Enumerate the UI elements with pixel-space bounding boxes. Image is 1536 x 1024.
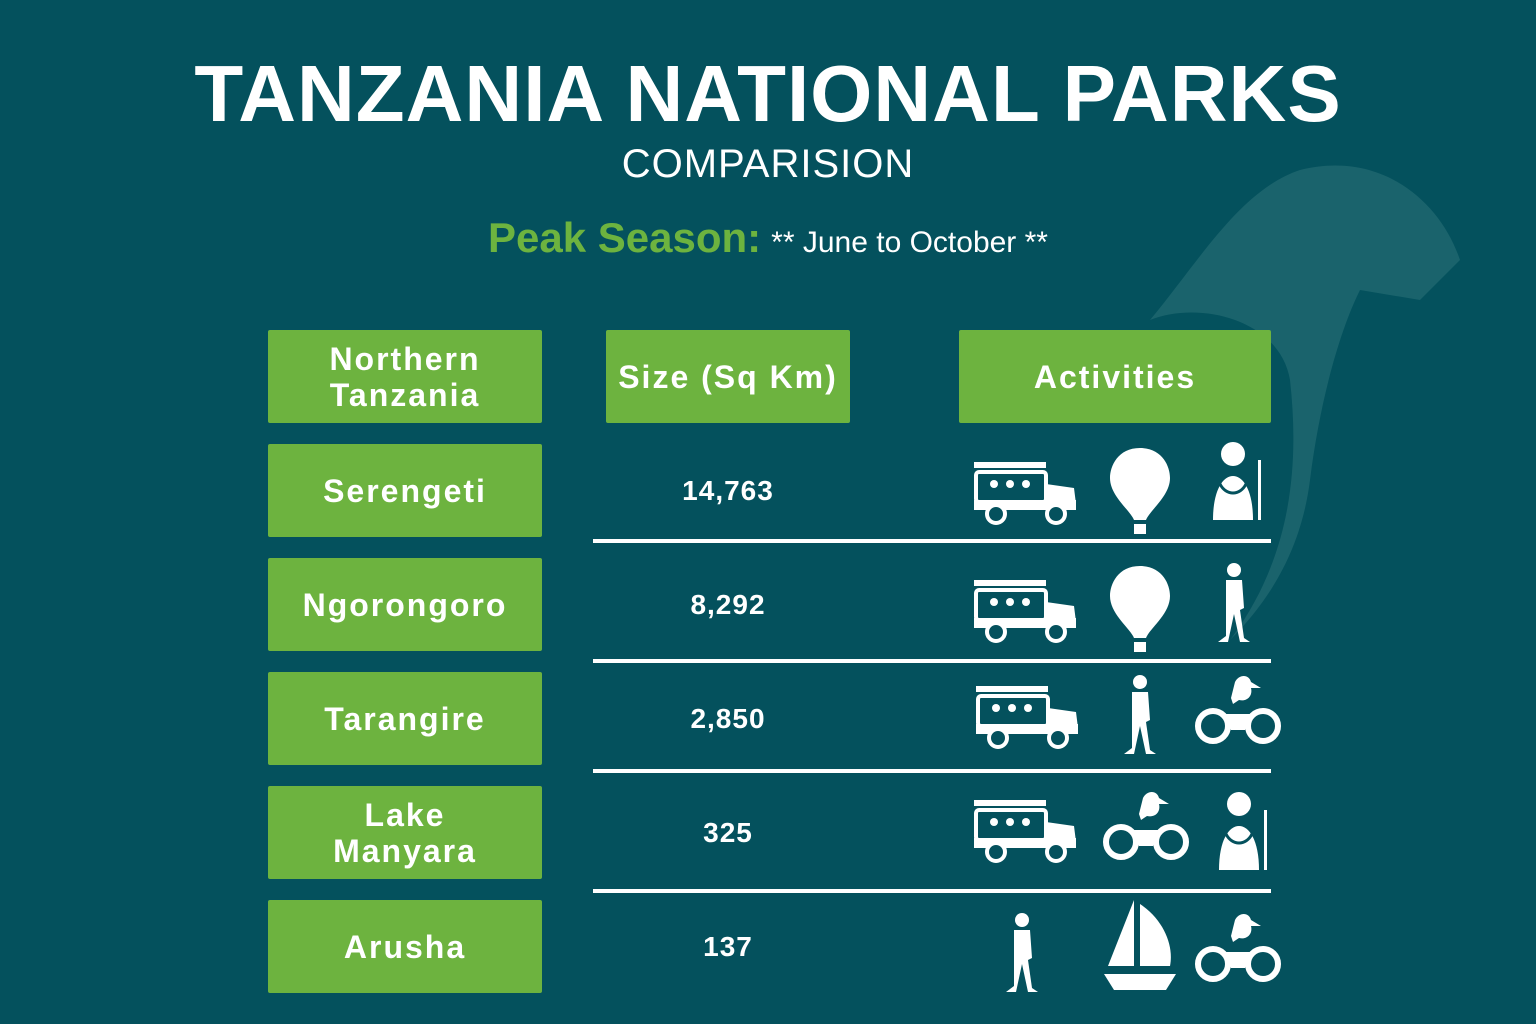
separator <box>593 889 1271 893</box>
icon-walking <box>1218 563 1250 642</box>
icon-safari <box>972 460 1078 525</box>
subtitle: COMPARISION <box>621 142 915 186</box>
park-name: Arusha <box>268 900 542 993</box>
title: TANZANIA NATIONAL PARKS <box>194 49 1342 138</box>
header-cell: Northern Tanzania <box>268 330 542 423</box>
cheetah-watermark <box>1150 165 1460 640</box>
icon-birding <box>1106 792 1186 857</box>
header-cell: Size (Sq Km) <box>606 330 850 423</box>
icon-boat <box>1104 900 1176 990</box>
icon-culture <box>1217 790 1269 872</box>
park-size: 14,763 <box>682 474 774 506</box>
icon-safari <box>972 798 1078 863</box>
icon-birding <box>1198 676 1278 741</box>
peak-label: Peak Season: <box>488 214 762 261</box>
icon-safari <box>972 578 1078 643</box>
park-name: Serengeti <box>268 444 542 537</box>
separator <box>593 539 1271 543</box>
park-size: 8,292 <box>690 588 766 620</box>
header-cell: Activities <box>959 330 1271 423</box>
icon-safari <box>974 684 1080 749</box>
icon-walking <box>1006 913 1038 992</box>
park-size: 137 <box>703 930 753 962</box>
park-name: Ngorongoro <box>268 558 542 651</box>
icon-walking <box>1124 675 1156 754</box>
icon-balloon <box>1110 448 1170 534</box>
park-name: Lake Manyara <box>268 786 542 879</box>
peak-season: Peak Season: ** June to October ** <box>0 214 1536 262</box>
icon-culture <box>1211 440 1263 522</box>
separator <box>593 659 1271 663</box>
park-name: Tarangire <box>268 672 542 765</box>
separator <box>593 769 1271 773</box>
park-size: 325 <box>703 816 753 848</box>
icon-balloon <box>1110 566 1170 652</box>
icon-birding <box>1198 914 1278 979</box>
park-size: 2,850 <box>690 702 766 734</box>
row-separators <box>593 539 1271 893</box>
peak-value: ** June to October ** <box>771 226 1048 259</box>
